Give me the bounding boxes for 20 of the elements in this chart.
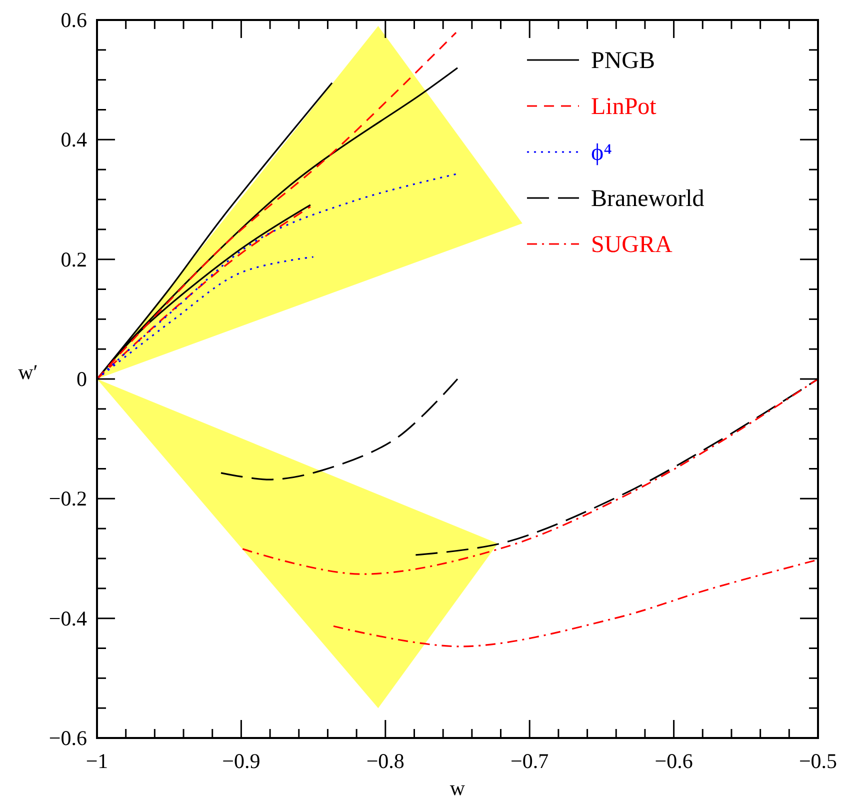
- y-tick-label: 0.4: [60, 128, 88, 152]
- x-tick-label: −0.7: [510, 749, 549, 773]
- x-tick-label: −0.8: [366, 749, 404, 773]
- y-tick-label: −0.2: [48, 486, 87, 511]
- legend-label: ϕ⁴: [591, 140, 612, 166]
- x-tick-label: −1: [86, 749, 108, 773]
- legend-label: PNGB: [591, 48, 656, 74]
- y-axis-title: w′: [18, 360, 38, 384]
- y-tick-label: −0.6: [48, 726, 87, 750]
- y-tick-label: 0: [76, 367, 87, 391]
- y-tick-label: −0.4: [48, 606, 88, 630]
- legend-label: LinPot: [591, 94, 657, 120]
- y-tick-label: 0.6: [60, 8, 87, 32]
- x-tick-label: −0.5: [798, 749, 838, 773]
- x-axis-title: w: [450, 776, 466, 800]
- legend-label: Braneworld: [591, 186, 704, 212]
- x-tick-label: −0.9: [222, 749, 260, 773]
- x-tick-label: −0.6: [654, 749, 693, 773]
- y-tick-label: 0.2: [60, 247, 87, 272]
- legend-label: SUGRA: [591, 232, 674, 258]
